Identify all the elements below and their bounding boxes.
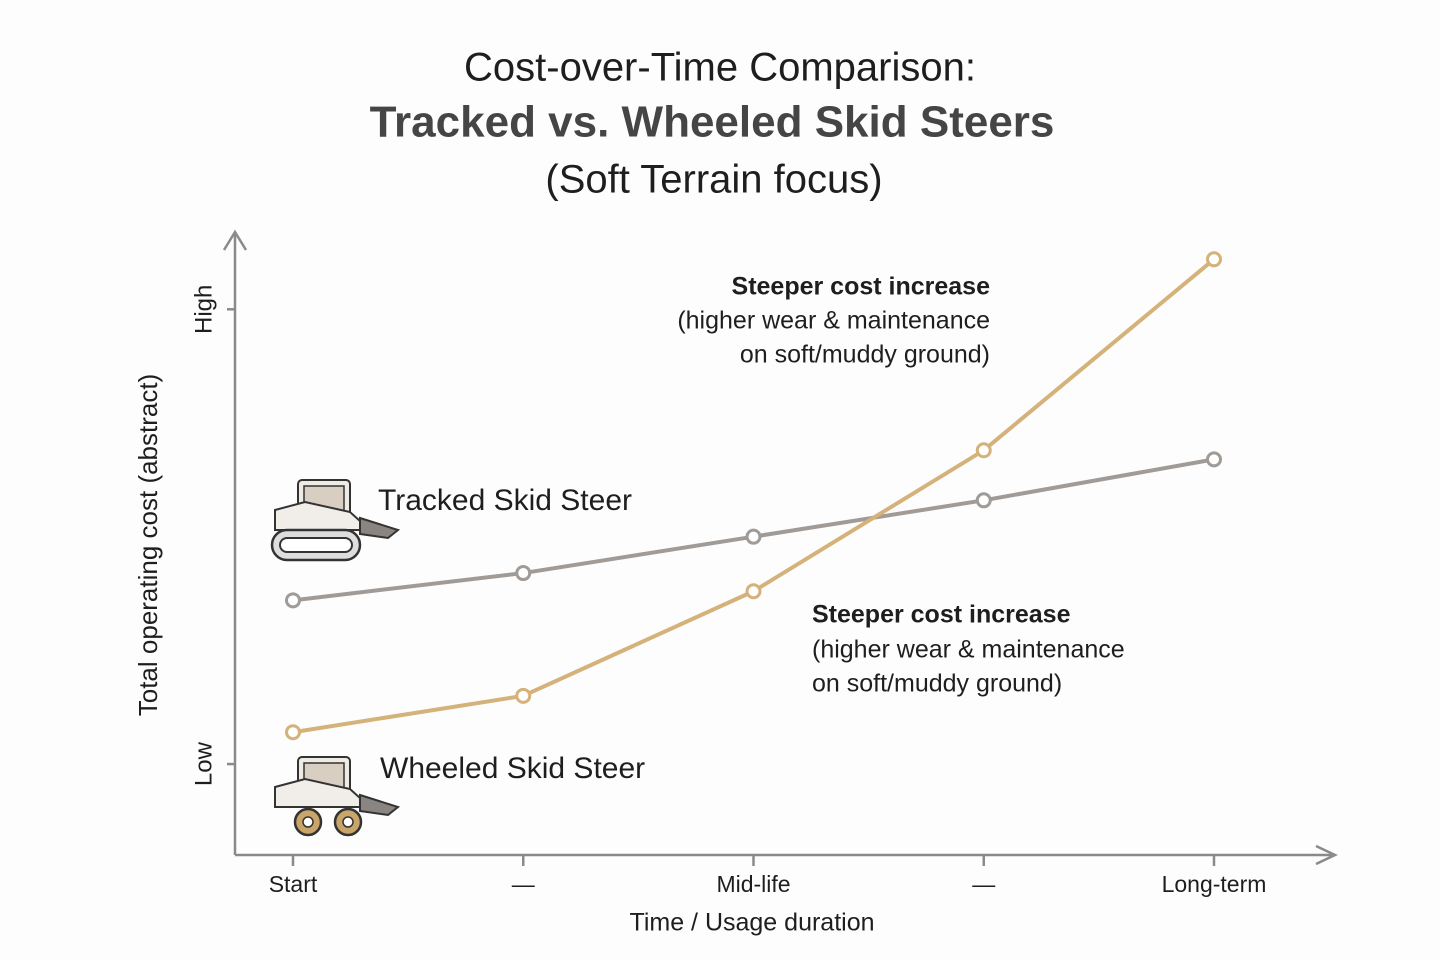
annotation-title: Steeper cost increase — [812, 601, 1071, 629]
annotation-title: Steeper cost increase — [732, 273, 991, 301]
x-axis-label: Time / Usage duration — [629, 909, 874, 937]
chart-title: Cost-over-Time Comparison: — [464, 46, 976, 90]
data-point — [285, 724, 301, 741]
data-point — [1206, 251, 1222, 268]
x-tick-label: Mid-life — [716, 871, 790, 897]
data-point — [515, 565, 532, 582]
y-axis-label: Total operating cost (abstract) — [133, 374, 163, 717]
x-tick-label: Long-term — [1162, 871, 1267, 897]
annotation-text: on soft/muddy ground) — [740, 341, 990, 369]
x-tick-label: — — [512, 871, 535, 897]
data-point — [515, 687, 532, 704]
axes — [222, 229, 1338, 866]
x-tick-label: — — [972, 871, 995, 897]
data-point — [1206, 451, 1222, 468]
chart-subtitle: (Soft Terrain focus) — [545, 158, 882, 202]
data-point — [285, 592, 301, 609]
data-point — [745, 528, 762, 545]
x-tick-label: Start — [269, 871, 318, 897]
annotation-text: on soft/muddy ground) — [812, 670, 1062, 698]
y-tick-label: High — [190, 285, 217, 334]
series-label: Wheeled Skid Steer — [380, 752, 645, 785]
wheeled-icon — [274, 756, 399, 837]
tracked-icon — [270, 479, 399, 562]
chart-title: Tracked vs. Wheeled Skid Steers — [370, 98, 1055, 147]
data-point — [975, 442, 992, 459]
y-tick-label: Low — [190, 741, 217, 786]
annotation-text: (higher wear & maintenance — [677, 307, 990, 335]
series-label: Tracked Skid Steer — [378, 484, 632, 517]
data-point — [975, 492, 992, 509]
annotation-text: (higher wear & maintenance — [812, 636, 1125, 664]
data-point — [745, 583, 762, 600]
